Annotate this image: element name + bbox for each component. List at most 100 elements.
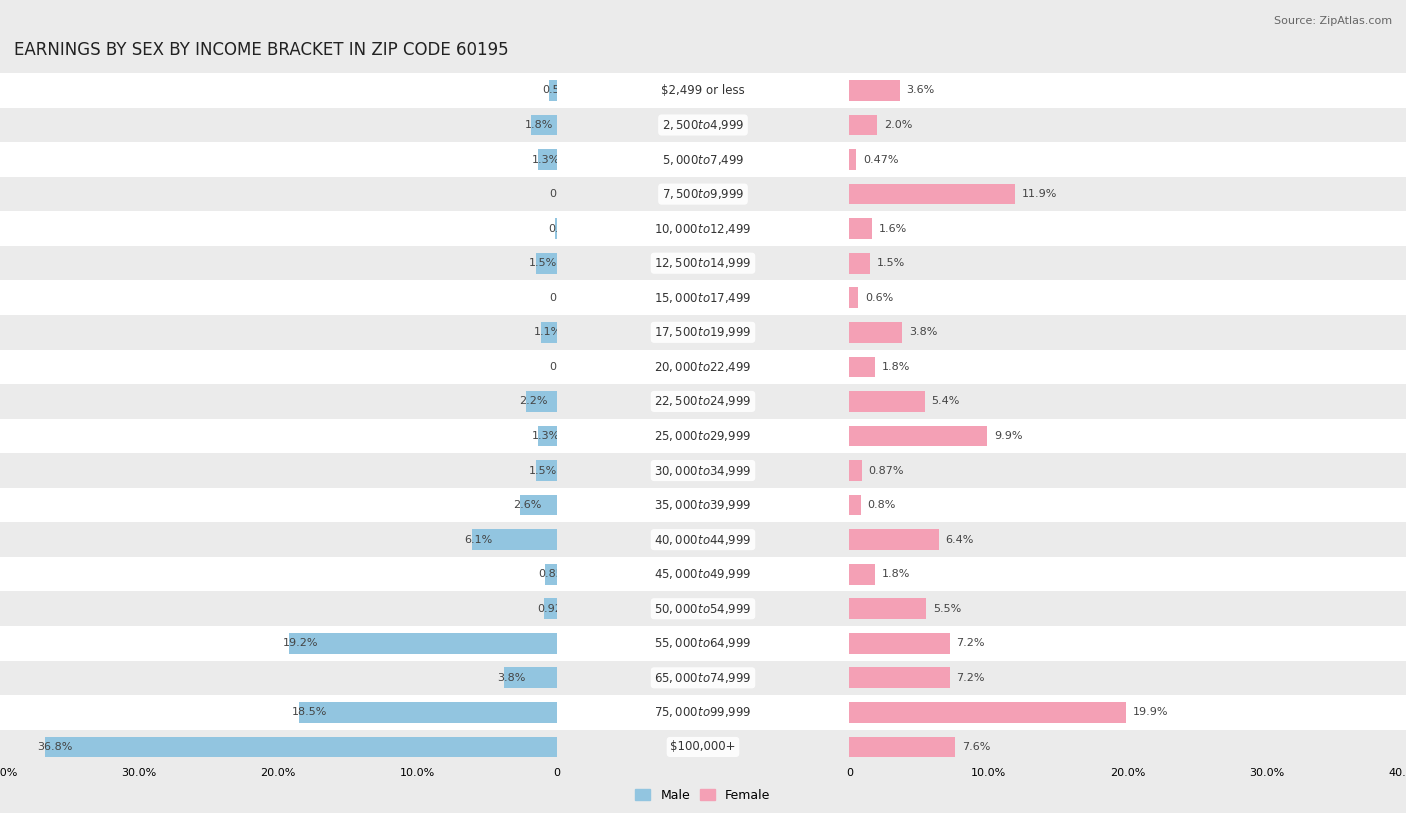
Text: $75,000 to $99,999: $75,000 to $99,999: [654, 706, 752, 720]
Text: 0.13%: 0.13%: [548, 224, 583, 233]
Text: $40,000 to $44,999: $40,000 to $44,999: [654, 533, 752, 546]
Bar: [557, 557, 849, 591]
Text: 1.6%: 1.6%: [879, 224, 907, 233]
Bar: [849, 702, 1126, 723]
Bar: [526, 391, 557, 411]
Text: 11.9%: 11.9%: [1022, 189, 1057, 199]
Text: 3.8%: 3.8%: [910, 328, 938, 337]
Text: 5.4%: 5.4%: [932, 397, 960, 406]
Bar: [849, 149, 856, 170]
Bar: [849, 737, 955, 757]
Text: 1.1%: 1.1%: [534, 328, 562, 337]
Text: $7,500 to $9,999: $7,500 to $9,999: [662, 187, 744, 201]
Bar: [557, 211, 849, 246]
Bar: [849, 563, 875, 585]
Bar: [849, 176, 1406, 211]
Text: 6.4%: 6.4%: [945, 535, 974, 545]
Text: 0.6%: 0.6%: [865, 293, 893, 302]
Bar: [557, 453, 849, 488]
Bar: [557, 591, 849, 626]
Text: 0.0%: 0.0%: [550, 362, 578, 372]
Text: 7.6%: 7.6%: [962, 742, 991, 752]
Text: 2.2%: 2.2%: [519, 397, 547, 406]
Text: 1.5%: 1.5%: [529, 259, 557, 268]
Text: 0.8%: 0.8%: [868, 500, 896, 510]
Bar: [0, 73, 557, 107]
Bar: [849, 695, 1406, 729]
Bar: [849, 419, 1406, 453]
Bar: [0, 280, 557, 315]
Bar: [849, 488, 1406, 522]
Bar: [849, 315, 1406, 350]
Text: EARNINGS BY SEX BY INCOME BRACKET IN ZIP CODE 60195: EARNINGS BY SEX BY INCOME BRACKET IN ZIP…: [14, 41, 509, 59]
Bar: [557, 660, 849, 695]
Bar: [849, 598, 927, 619]
Bar: [557, 280, 849, 315]
Text: 7.2%: 7.2%: [956, 673, 986, 683]
Bar: [0, 211, 557, 246]
Bar: [0, 591, 557, 626]
Text: 0.92%: 0.92%: [537, 604, 572, 614]
Text: $100,000+: $100,000+: [671, 741, 735, 754]
Bar: [0, 176, 557, 211]
Bar: [538, 425, 557, 446]
Bar: [849, 280, 1406, 315]
Bar: [849, 633, 949, 654]
Bar: [849, 384, 1406, 419]
Text: 36.8%: 36.8%: [38, 742, 73, 752]
Bar: [849, 322, 903, 342]
Bar: [0, 488, 557, 522]
Text: $45,000 to $49,999: $45,000 to $49,999: [654, 567, 752, 581]
Bar: [557, 73, 849, 107]
Text: $2,500 to $4,999: $2,500 to $4,999: [662, 118, 744, 132]
Text: 1.5%: 1.5%: [529, 466, 557, 476]
Bar: [0, 107, 557, 142]
Bar: [557, 246, 849, 280]
Bar: [849, 522, 1406, 557]
Text: 1.8%: 1.8%: [524, 120, 553, 130]
Bar: [538, 149, 557, 170]
Text: 19.9%: 19.9%: [1133, 707, 1168, 717]
Bar: [849, 667, 949, 688]
Legend: Male, Female: Male, Female: [630, 784, 776, 806]
Bar: [849, 626, 1406, 660]
Bar: [849, 660, 1406, 695]
Text: $12,500 to $14,999: $12,500 to $14,999: [654, 256, 752, 270]
Text: $15,000 to $17,499: $15,000 to $17,499: [654, 291, 752, 305]
Bar: [0, 142, 557, 176]
Bar: [503, 667, 557, 688]
Bar: [557, 488, 849, 522]
Text: 0.53%: 0.53%: [543, 85, 578, 95]
Bar: [555, 218, 557, 239]
Text: 0.85%: 0.85%: [537, 569, 574, 579]
Bar: [471, 529, 557, 550]
Bar: [849, 453, 1406, 488]
Text: 2.0%: 2.0%: [884, 120, 912, 130]
Text: $2,499 or less: $2,499 or less: [661, 84, 745, 97]
Bar: [557, 695, 849, 729]
Text: $25,000 to $29,999: $25,000 to $29,999: [654, 429, 752, 443]
Text: 0.0%: 0.0%: [550, 293, 578, 302]
Text: $65,000 to $74,999: $65,000 to $74,999: [654, 671, 752, 685]
Bar: [849, 425, 987, 446]
Bar: [849, 107, 1406, 142]
Bar: [0, 626, 557, 660]
Bar: [849, 142, 1406, 176]
Bar: [0, 419, 557, 453]
Bar: [849, 80, 900, 101]
Text: $20,000 to $22,499: $20,000 to $22,499: [654, 360, 752, 374]
Bar: [0, 729, 557, 764]
Bar: [849, 591, 1406, 626]
Bar: [557, 350, 849, 384]
Text: 1.3%: 1.3%: [531, 154, 560, 164]
Bar: [849, 253, 870, 273]
Text: $35,000 to $39,999: $35,000 to $39,999: [654, 498, 752, 512]
Text: 2.6%: 2.6%: [513, 500, 541, 510]
Bar: [531, 115, 557, 135]
Text: 0.87%: 0.87%: [869, 466, 904, 476]
Bar: [0, 522, 557, 557]
Text: 0.0%: 0.0%: [550, 189, 578, 199]
Text: $30,000 to $34,999: $30,000 to $34,999: [654, 463, 752, 477]
Bar: [299, 702, 557, 723]
Bar: [544, 598, 557, 619]
